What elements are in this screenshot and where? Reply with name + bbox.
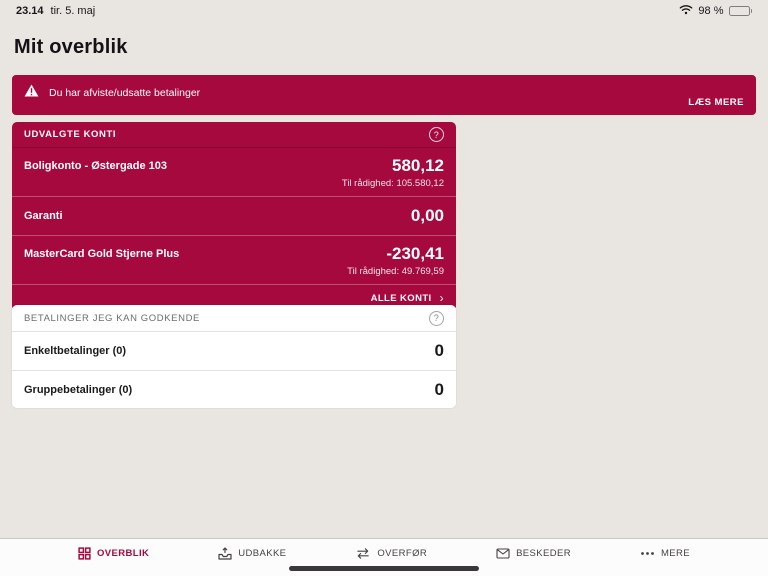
home-indicator[interactable]: [289, 566, 479, 571]
account-name: MasterCard Gold Stjerne Plus: [24, 248, 180, 261]
tab-beskeder[interactable]: BESKEDER: [496, 548, 571, 559]
account-row-boligkonto[interactable]: Boligkonto - Østergade 103 580,12 Til rå…: [12, 148, 456, 196]
warning-triangle-icon: [24, 84, 39, 102]
payments-card-title: BETALINGER JEG KAN GODKENDE: [24, 312, 200, 324]
approvable-payments-card: BETALINGER JEG KAN GODKENDE ? Enkeltbeta…: [12, 305, 456, 408]
date: tir. 5. maj: [50, 5, 96, 17]
wifi-icon: [679, 4, 693, 18]
transfer-icon: [355, 547, 371, 560]
rejected-payments-alert[interactable]: Du har afviste/udsatte betalinger LÆS ME…: [12, 75, 756, 115]
tab-udbakke[interactable]: UDBAKKE: [218, 546, 287, 560]
tab-label: OVERBLIK: [97, 547, 150, 559]
account-balance: 580,12: [392, 156, 444, 175]
status-bar: 23.14 tir. 5. maj 98 %: [0, 0, 768, 22]
tab-label: MERE: [660, 547, 690, 559]
account-available: Til rådighed: 105.580,12: [341, 177, 444, 189]
read-more-button[interactable]: LÆS MERE: [688, 97, 744, 108]
account-balance: 0,00: [410, 205, 444, 225]
tab-mere[interactable]: MERE: [640, 548, 690, 559]
ellipsis-icon: [640, 551, 655, 556]
battery-icon: [728, 6, 752, 16]
page-title: Mit overblik: [14, 36, 128, 58]
grid-icon: [78, 546, 91, 560]
outbox-icon: [218, 546, 232, 560]
account-name: Garanti: [24, 209, 63, 222]
payment-type-label: Gruppebetalinger (0): [24, 383, 133, 396]
group-payments-row[interactable]: Gruppebetalinger (0) 0: [12, 370, 456, 408]
account-balance: -230,41: [386, 244, 444, 264]
account-name: Boligkonto - Østergade 103: [24, 160, 168, 172]
all-accounts-button[interactable]: ALLE KONTI ›: [12, 284, 456, 311]
tab-overfoer[interactable]: OVERFØR: [355, 547, 427, 560]
tab-label: UDBAKKE: [238, 547, 287, 559]
account-available: Til rådighed: 49.769,59: [347, 266, 444, 278]
tab-overblik[interactable]: OVERBLIK: [78, 546, 150, 560]
single-payments-row[interactable]: Enkeltbetalinger (0) 0: [12, 332, 456, 370]
account-row-garanti[interactable]: Garanti 0,00: [12, 195, 456, 236]
alert-message: Du har afviste/udsatte betalinger: [49, 87, 201, 99]
tab-label: BESKEDER: [516, 547, 572, 559]
account-row-mastercard[interactable]: MasterCard Gold Stjerne Plus -230,41 Til…: [12, 235, 456, 284]
chevron-right-icon: ›: [439, 291, 444, 306]
tab-bar: OVERBLIK UDBAKKE OVERFØR: [0, 538, 768, 576]
selected-accounts-card: UDVALGTE KONTI ? Boligkonto - Østergade …: [12, 122, 456, 312]
all-accounts-label: ALLE KONTI: [370, 292, 432, 304]
payment-type-label: Enkeltbetalinger (0): [24, 345, 127, 357]
help-icon[interactable]: ?: [429, 310, 444, 326]
help-icon[interactable]: ?: [429, 127, 444, 142]
payment-count: 0: [434, 379, 444, 399]
envelope-icon: [496, 547, 510, 559]
tab-label: OVERFØR: [377, 547, 428, 559]
clock: 23.14: [16, 5, 44, 17]
accounts-card-title: UDVALGTE KONTI: [24, 129, 117, 140]
battery-percent: 98 %: [698, 5, 724, 17]
payment-count: 0: [434, 341, 444, 360]
